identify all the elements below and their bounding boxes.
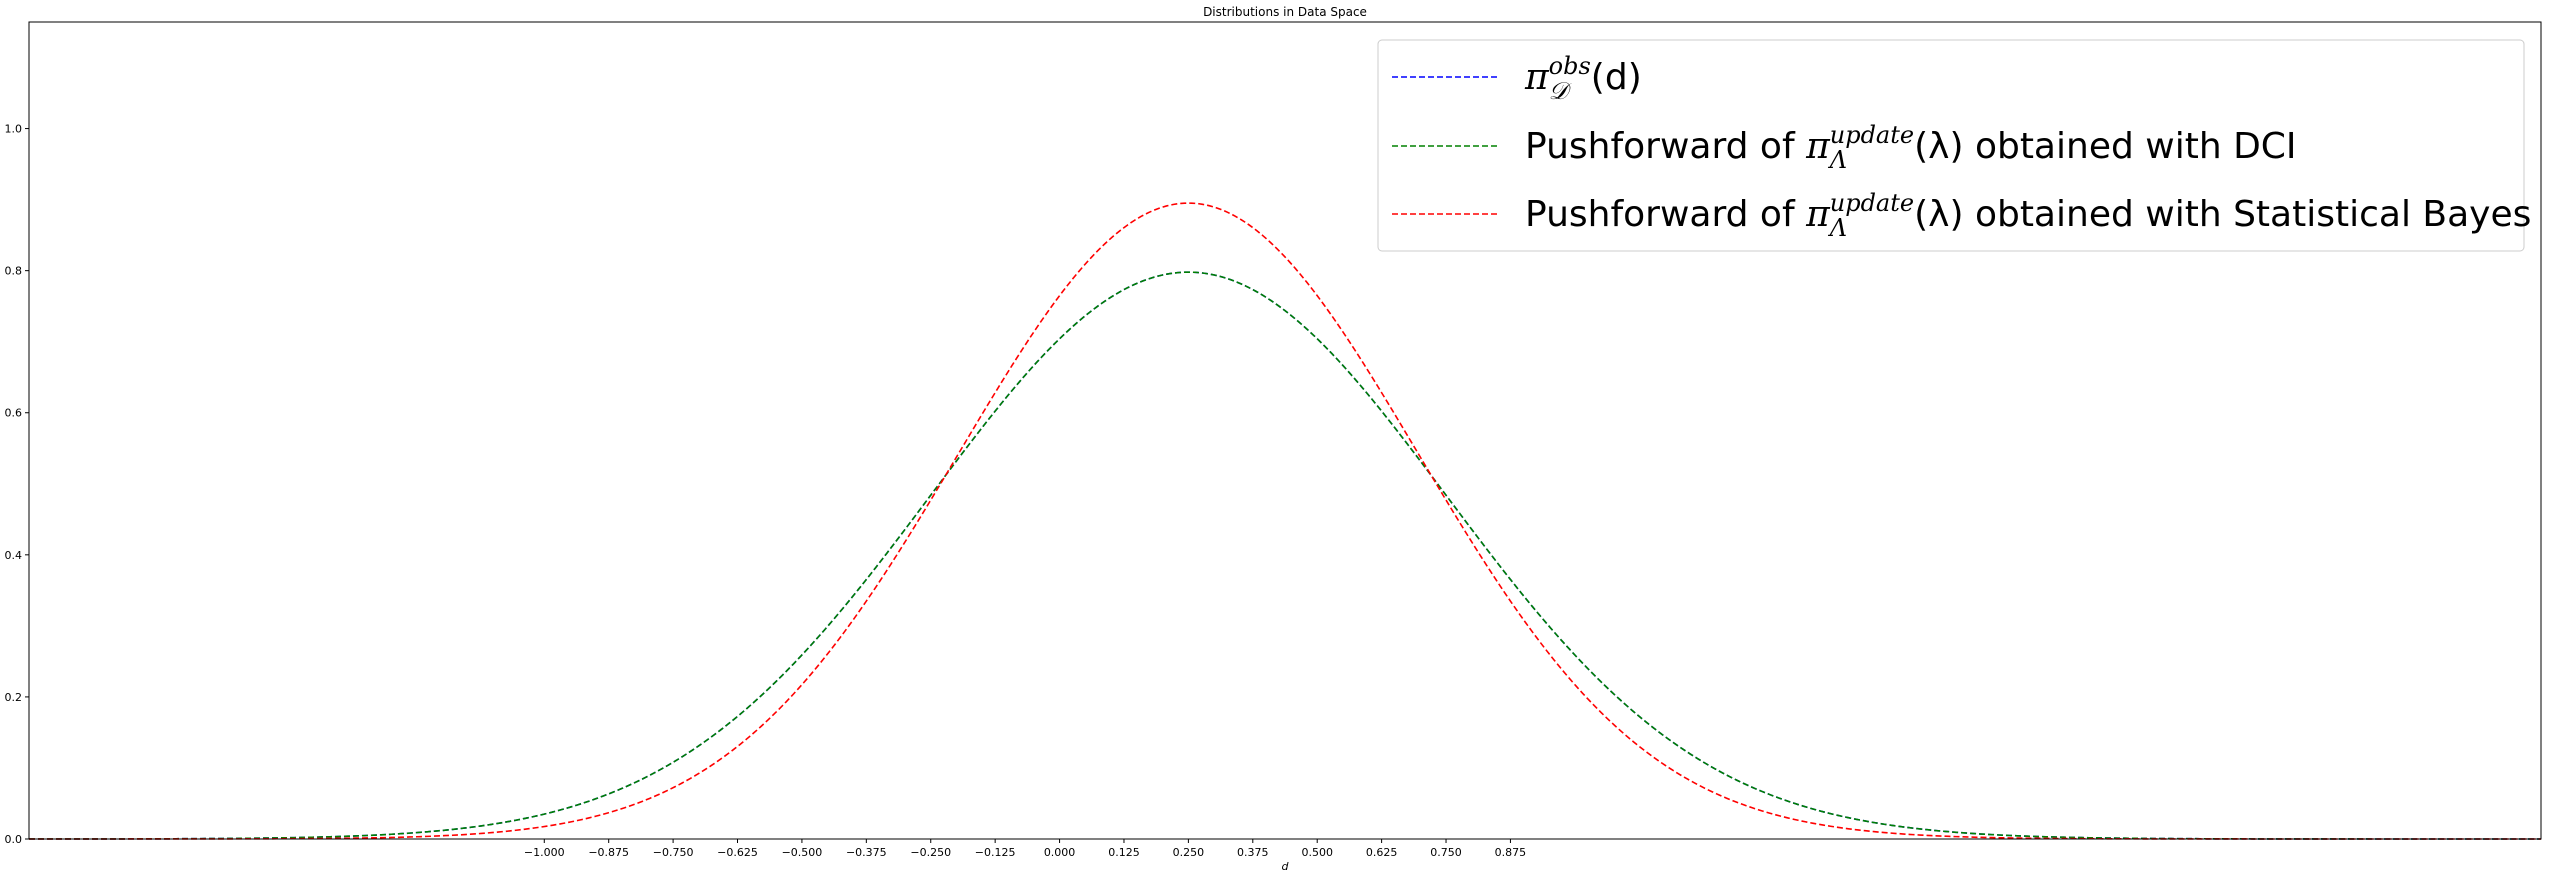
legend-frame [1377, 39, 2525, 252]
x-tick-label: 0.500 [1301, 846, 1333, 859]
x-tick-label: 0.125 [1108, 846, 1140, 859]
plot-frame [28, 21, 2542, 840]
x-tick-label: −0.500 [782, 846, 823, 859]
legend-entries: π𝒟obs(d) Pushforward of πΛupdate(λ) obtai… [1392, 52, 2531, 242]
x-tick-label: −1.000 [524, 846, 565, 859]
y-tick-label: 0.6 [5, 407, 23, 420]
series-line-1 [29, 271, 2541, 840]
y-tick-label: 1.0 [5, 123, 23, 136]
x-tick-label: −0.375 [846, 846, 887, 859]
x-axis-label: d [1282, 860, 1290, 873]
series-layer [29, 202, 2541, 840]
x-tick-label: −0.125 [975, 846, 1016, 859]
x-tick-label: −0.250 [910, 846, 951, 859]
x-tick-label: 0.000 [1044, 846, 1076, 859]
y-axis-ticks: 0.0 0.2 0.4 0.6 0.8 1.0 [5, 123, 29, 846]
legend-label-0: π𝒟obs(d) [1524, 52, 1642, 105]
x-tick-label: 0.750 [1430, 846, 1462, 859]
x-tick-label: 0.625 [1366, 846, 1398, 859]
series-line-2 [29, 202, 2541, 840]
x-tick-label: 0.375 [1237, 846, 1269, 859]
y-tick-label: 0.2 [5, 691, 23, 704]
legend: π𝒟obs(d) Pushforward of πΛupdate(λ) obtai… [1377, 39, 2531, 252]
x-tick-label: 0.250 [1173, 846, 1205, 859]
y-tick-label: 0.8 [5, 265, 23, 278]
chart-title: Distributions in Data Space [1203, 5, 1367, 19]
legend-label-2: Pushforward of πΛupdate(λ) obtained with… [1525, 189, 2531, 242]
x-tick-label: 0.875 [1495, 846, 1527, 859]
y-tick-label: 0.0 [5, 833, 23, 846]
series-line-0 [29, 271, 2541, 840]
x-tick-label: −0.750 [653, 846, 694, 859]
x-tick-label: −0.875 [588, 846, 629, 859]
x-axis-ticks: −1.000 −0.875 −0.750 −0.625 −0.500 −0.375 −0.2… [524, 839, 1526, 859]
x-tick-label: −0.625 [717, 846, 758, 859]
y-tick-label: 0.4 [5, 549, 23, 562]
legend-label-1: Pushforward of πΛupdate(λ) obtained with… [1525, 121, 2297, 174]
